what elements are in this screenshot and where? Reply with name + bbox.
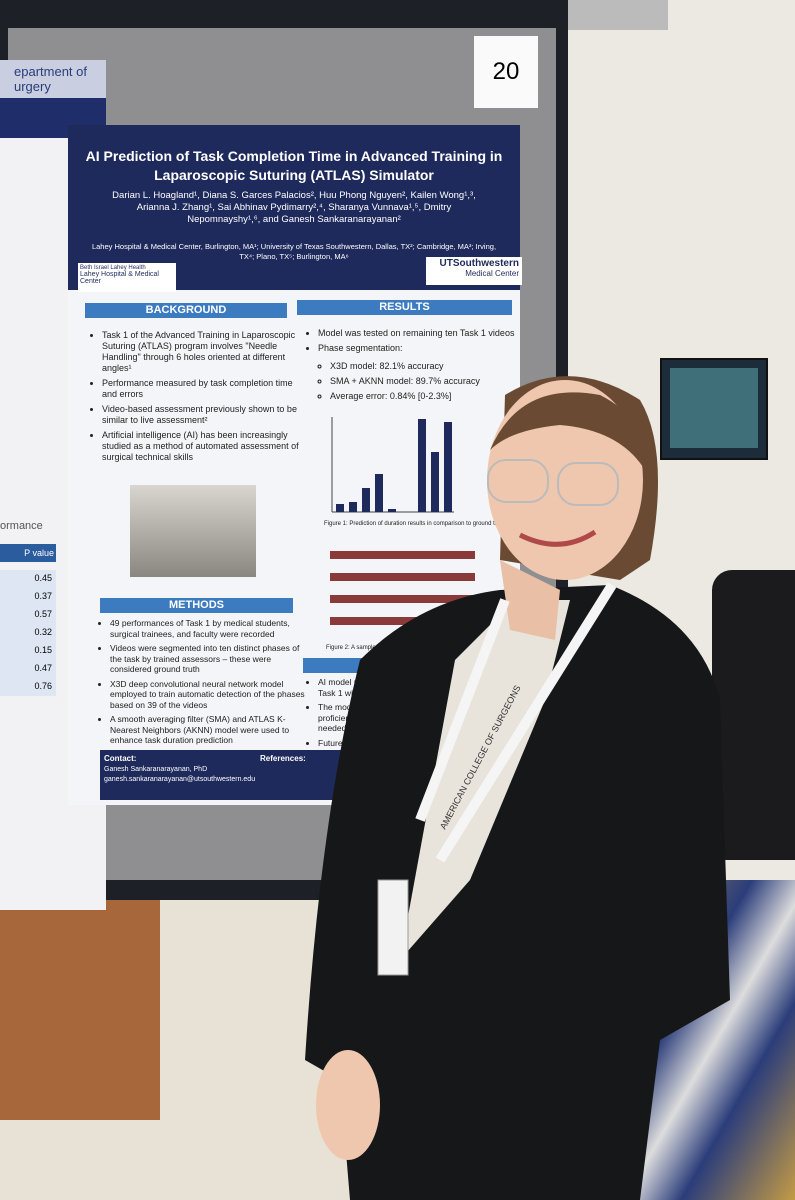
methods-list: 49 performances of Task 1 by medical stu… bbox=[98, 618, 310, 750]
bullet: A smooth averaging filter (SMA) and ATLA… bbox=[110, 714, 310, 746]
bullet: Videos were segmented into ten distinct … bbox=[110, 643, 310, 675]
figure-caption: Figure 1: Prediction of duration results… bbox=[324, 521, 506, 527]
bullet: Performance measured by task completion … bbox=[102, 378, 302, 400]
logo-right: UTSouthwestern Medical Center bbox=[426, 257, 522, 285]
bullet: Artificial intelligence (AI) has been in… bbox=[102, 430, 302, 463]
photo bbox=[130, 485, 256, 577]
left-header: urgery bbox=[14, 79, 51, 94]
logo-text: Medical Center bbox=[465, 269, 519, 278]
contact-name: Ganesh Sankaranarayanan, PhD bbox=[104, 766, 208, 773]
booth-number: 20 bbox=[474, 36, 538, 108]
bullet: Average error: 0.84% [0-2.3%] bbox=[330, 391, 530, 402]
left-section: ormance bbox=[0, 520, 43, 532]
section-heading: BACKGROUND bbox=[85, 303, 287, 318]
contact-email: ganesh.sankaranarayanan@utsouthwestern.e… bbox=[104, 776, 256, 783]
figure-1 bbox=[331, 417, 454, 513]
p-value: 0.37 bbox=[34, 591, 52, 601]
bullet: Task 1 of the Advanced Training in Lapar… bbox=[102, 330, 302, 374]
bullet: 49 performances of Task 1 by medical stu… bbox=[110, 618, 310, 639]
p-value: 0.45 bbox=[34, 573, 52, 583]
background-list: Task 1 of the Advanced Training in Lapar… bbox=[90, 330, 302, 467]
bullet: Model was tested on remaining ten Task 1… bbox=[318, 328, 528, 339]
bullet: Phase segmentation: bbox=[318, 343, 528, 354]
p-value: 0.15 bbox=[34, 645, 52, 655]
p-value: 0.47 bbox=[34, 663, 52, 673]
logo-text: Beth Israel Lahey Health bbox=[80, 265, 146, 271]
bullet: Video-based assessment previously shown … bbox=[102, 404, 302, 426]
references-heading: References: bbox=[260, 754, 306, 763]
section-heading: METHODS bbox=[100, 598, 293, 613]
sign bbox=[568, 0, 668, 30]
wood-panel bbox=[0, 890, 160, 1120]
logo-text: UTSouthwestern bbox=[439, 258, 519, 269]
results-sub-list: X3D model: 82.1% accuracy SMA + AKNN mode… bbox=[318, 361, 530, 406]
p-value: 0.32 bbox=[34, 627, 52, 637]
results-list: Model was tested on remaining ten Task 1… bbox=[306, 328, 528, 358]
coat bbox=[712, 570, 795, 860]
p-value: 0.57 bbox=[34, 609, 52, 619]
bullet: X3D deep convolutional neural network mo… bbox=[110, 679, 310, 711]
left-header: epartment of bbox=[14, 64, 87, 79]
affiliations: Lahey Hospital & Medical Center, Burling… bbox=[91, 242, 497, 261]
contact-heading: Contact: bbox=[104, 754, 137, 763]
wall-frame bbox=[660, 358, 768, 460]
bullet: X3D model: 82.1% accuracy bbox=[330, 361, 530, 372]
p-value: 0.76 bbox=[34, 681, 52, 691]
main-poster: AI Prediction of Task Completion Time in… bbox=[68, 125, 522, 805]
bullet: SMA + AKNN model: 89.7% accuracy bbox=[330, 376, 530, 387]
left-col-header: P value bbox=[0, 544, 56, 562]
authors: Darian L. Hoagland¹, Diana S. Garces Pal… bbox=[112, 190, 476, 225]
poster-title: AI Prediction of Task Completion Time in… bbox=[85, 148, 503, 183]
logo-text: Lahey Hospital & Medical Center bbox=[80, 271, 159, 285]
logo-left: Beth Israel Lahey Health Lahey Hospital &… bbox=[78, 263, 176, 292]
section-heading: RESULTS bbox=[297, 300, 512, 315]
